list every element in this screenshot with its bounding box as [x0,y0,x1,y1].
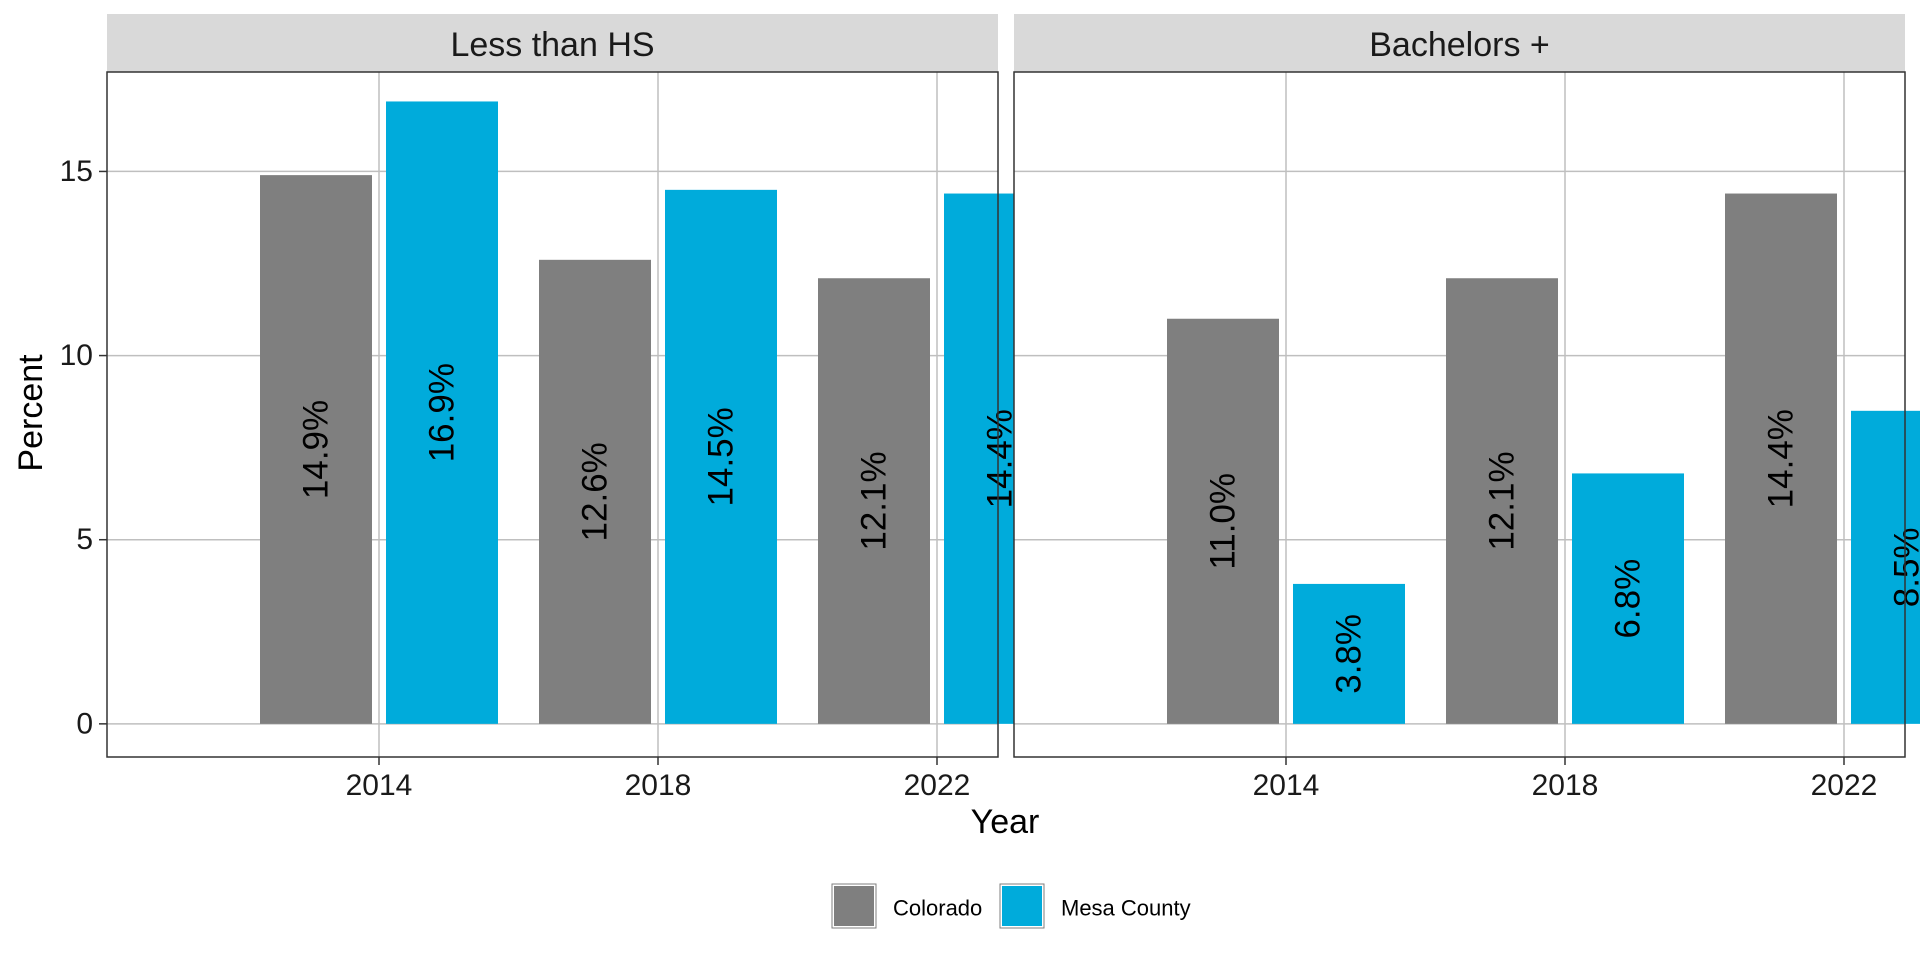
bar-colorado [818,278,930,724]
bar-mesa-county [665,189,777,724]
chart-panels: Less than HS 14.9% 12.6% 12.1% 16.9% 14.5% 14.… [60,14,1920,802]
panel-strip [107,14,998,72]
bar-colorado [539,259,651,724]
bar-mesa-county [1293,583,1405,724]
y-axis-title: Percent [12,354,50,472]
panel-border [106,71,999,758]
bar-value-label: 14.9% [297,400,336,499]
bar-colorado [1446,278,1558,724]
panel-title: Less than HS [450,26,654,64]
bar-value-label: 6.8% [1609,559,1648,639]
panel-strip [1014,14,1905,72]
bar-value-label: 12.1% [855,451,894,550]
bar-value-label: 3.8% [1330,614,1369,694]
bar-colorado [260,175,372,724]
x-tick-label: 2018 [1532,769,1599,802]
x-tick-label: 2022 [904,769,971,802]
panel-0: Less than HS 14.9% 12.6% 12.1% 16.9% 14.5% 14.… [60,14,1056,802]
bar-value-label: 14.4% [1762,409,1801,508]
bar-value-label: 8.5% [1888,527,1920,607]
bar-value-label: 14.4% [981,409,1020,508]
bar-mesa-county [1851,410,1920,724]
x-tick-label: 2014 [346,769,413,802]
y-tick-label: 10 [60,339,93,372]
x-tick-label: 2022 [1811,769,1878,802]
y-tick-label: 5 [76,523,93,556]
bar-value-label: 11.0% [1204,473,1243,570]
legend-swatch-colorado [834,886,874,926]
bar-value-label: 14.5% [702,407,741,506]
x-tick-label: 2014 [1253,769,1320,802]
panel-border [1013,71,1906,758]
x-axis-title: Year [971,803,1040,841]
y-tick-label: 0 [76,707,93,740]
panel-1: Bachelors + 11.0% 12.1% 14.4% 3.8% 6.8% 8.5% 20… [1013,14,1920,802]
bar-colorado [1725,193,1837,724]
bar-mesa-county [1572,473,1684,724]
legend: Colorado Mesa County [831,883,1191,929]
legend-swatch-mesa-county [1002,886,1042,926]
bar-value-label: 12.1% [1483,451,1522,550]
bar-value-label: 12.6% [576,442,615,541]
bar-value-label: 16.9% [423,363,462,462]
legend-label: Colorado [893,896,982,921]
legend-label: Mesa County [1061,896,1191,921]
panel-title: Bachelors + [1369,26,1550,64]
bar-mesa-county [386,101,498,724]
y-tick-label: 15 [60,155,93,188]
x-tick-label: 2018 [625,769,692,802]
bar-colorado [1167,318,1279,724]
